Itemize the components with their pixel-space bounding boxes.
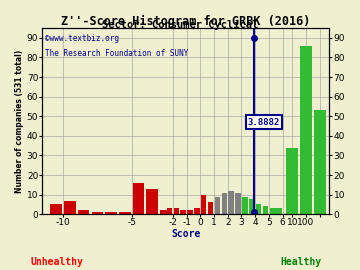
Bar — [287, 148, 298, 214]
Bar — [133, 183, 144, 214]
Bar — [263, 206, 268, 214]
Text: Sector: Consumer Cyclical: Sector: Consumer Cyclical — [102, 20, 258, 30]
Bar — [215, 197, 220, 214]
Bar — [160, 210, 172, 214]
Bar — [50, 204, 62, 214]
Bar — [194, 208, 199, 214]
Bar — [64, 201, 76, 214]
Bar — [105, 212, 117, 214]
Bar — [300, 46, 312, 214]
Y-axis label: Number of companies (531 total): Number of companies (531 total) — [15, 49, 24, 193]
Title: Z''-Score Histogram for GRBK (2016): Z''-Score Histogram for GRBK (2016) — [61, 15, 311, 28]
Bar — [235, 193, 241, 214]
Bar — [180, 210, 186, 214]
Text: ©www.textbiz.org: ©www.textbiz.org — [45, 34, 119, 43]
Bar — [229, 191, 234, 214]
Text: Healthy: Healthy — [281, 256, 322, 266]
X-axis label: Score: Score — [171, 229, 201, 239]
Bar — [242, 197, 248, 214]
Text: 3.8882: 3.8882 — [248, 118, 280, 127]
Bar — [187, 210, 193, 214]
Text: Unhealthy: Unhealthy — [31, 256, 84, 266]
Bar — [314, 110, 325, 214]
Bar — [208, 202, 213, 214]
Bar — [249, 198, 255, 214]
Text: The Research Foundation of SUNY: The Research Foundation of SUNY — [45, 49, 189, 58]
Bar — [201, 195, 207, 214]
Bar — [270, 208, 282, 214]
Bar — [221, 193, 227, 214]
Bar — [147, 189, 158, 214]
Bar — [256, 204, 261, 214]
Bar — [167, 208, 172, 214]
Bar — [119, 212, 131, 214]
Bar — [78, 210, 89, 214]
Bar — [91, 212, 103, 214]
Bar — [174, 208, 179, 214]
